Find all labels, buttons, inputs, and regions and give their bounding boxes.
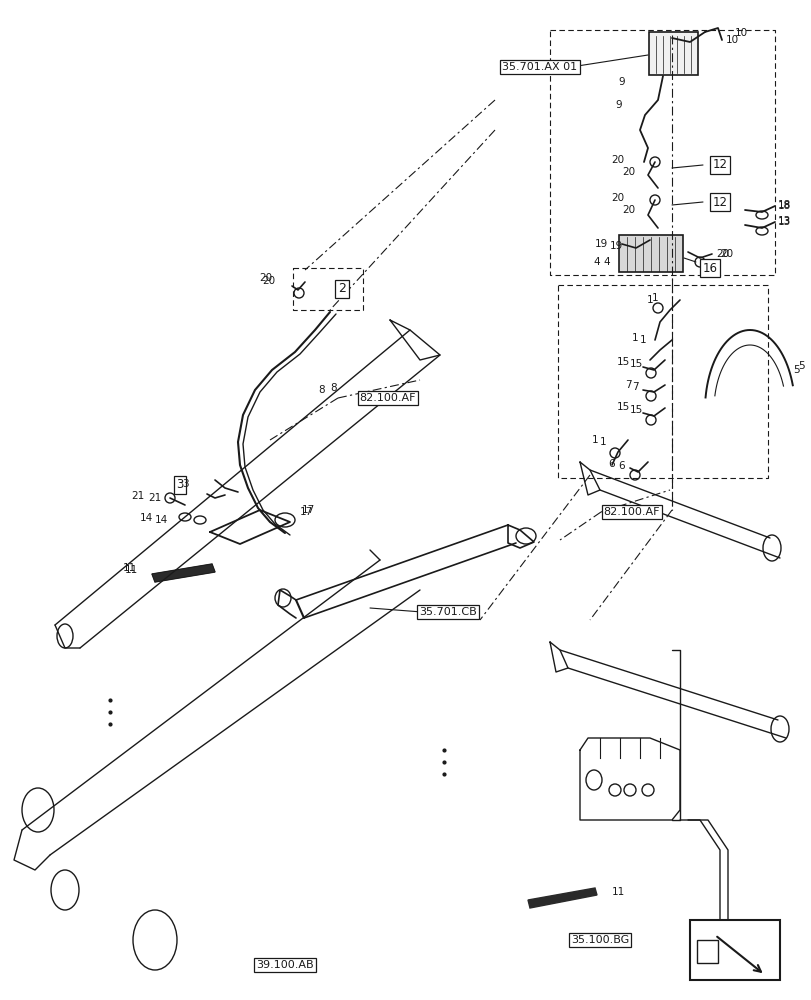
Text: 14: 14 xyxy=(139,513,152,523)
Text: 5: 5 xyxy=(797,361,804,371)
Text: 18: 18 xyxy=(777,200,790,210)
FancyBboxPatch shape xyxy=(618,235,682,272)
FancyBboxPatch shape xyxy=(689,920,779,980)
Polygon shape xyxy=(527,888,596,908)
Text: 15: 15 xyxy=(629,405,642,415)
Text: 15: 15 xyxy=(616,402,629,412)
Text: 9: 9 xyxy=(614,100,621,110)
Text: 7: 7 xyxy=(631,382,637,392)
Text: 1: 1 xyxy=(590,435,597,445)
Text: 16: 16 xyxy=(702,261,717,274)
Text: 20: 20 xyxy=(621,167,634,177)
Text: 18: 18 xyxy=(777,201,790,211)
Text: 1: 1 xyxy=(631,333,637,343)
Text: 10: 10 xyxy=(725,35,738,45)
Text: 1: 1 xyxy=(646,295,653,305)
Text: 1: 1 xyxy=(650,293,657,303)
Text: 12: 12 xyxy=(711,196,727,209)
Text: 82.100.AF: 82.100.AF xyxy=(359,393,416,403)
Text: 11: 11 xyxy=(611,887,624,897)
Text: 20: 20 xyxy=(259,273,272,283)
Text: 1: 1 xyxy=(599,437,606,447)
FancyBboxPatch shape xyxy=(696,940,717,963)
Text: 20: 20 xyxy=(262,276,275,286)
Text: 3: 3 xyxy=(176,478,183,491)
Text: 35.701.CB: 35.701.CB xyxy=(418,607,476,617)
Text: 6: 6 xyxy=(617,461,624,471)
Polygon shape xyxy=(152,564,215,582)
Text: 20: 20 xyxy=(610,193,623,203)
Text: 10: 10 xyxy=(734,28,747,38)
Text: 82.100.AF: 82.100.AF xyxy=(603,507,659,517)
Text: 8: 8 xyxy=(318,385,324,395)
FancyBboxPatch shape xyxy=(648,32,697,75)
Text: 35.701.AX 01: 35.701.AX 01 xyxy=(502,62,577,72)
Text: 21: 21 xyxy=(148,493,161,503)
Text: 21: 21 xyxy=(131,491,145,501)
Text: 2: 2 xyxy=(337,282,345,296)
Text: 17: 17 xyxy=(302,505,315,515)
Text: 13: 13 xyxy=(777,216,790,226)
Text: 5: 5 xyxy=(792,365,799,375)
Text: 9: 9 xyxy=(617,77,624,87)
Text: 15: 15 xyxy=(629,359,642,369)
Text: 8: 8 xyxy=(329,383,337,393)
Text: 20: 20 xyxy=(719,249,732,259)
Text: 20: 20 xyxy=(610,155,623,165)
Text: 3: 3 xyxy=(182,479,188,489)
Text: 11: 11 xyxy=(125,565,138,575)
Text: 19: 19 xyxy=(609,241,623,251)
Text: 12: 12 xyxy=(711,158,727,172)
Text: 20: 20 xyxy=(715,249,728,259)
Text: 7: 7 xyxy=(624,380,631,390)
Text: 17: 17 xyxy=(299,507,313,517)
Text: 13: 13 xyxy=(777,217,790,227)
Text: 14: 14 xyxy=(155,515,168,525)
Text: 11: 11 xyxy=(122,563,135,573)
Text: 4: 4 xyxy=(603,257,609,267)
Text: 35.100.BG: 35.100.BG xyxy=(570,935,629,945)
Text: 1: 1 xyxy=(639,335,646,345)
Text: 20: 20 xyxy=(621,205,634,215)
Text: 6: 6 xyxy=(607,459,614,469)
Text: 39.100.AB: 39.100.AB xyxy=(256,960,313,970)
Text: 19: 19 xyxy=(594,239,607,249)
Text: 4: 4 xyxy=(593,257,599,267)
Text: 15: 15 xyxy=(616,357,629,367)
